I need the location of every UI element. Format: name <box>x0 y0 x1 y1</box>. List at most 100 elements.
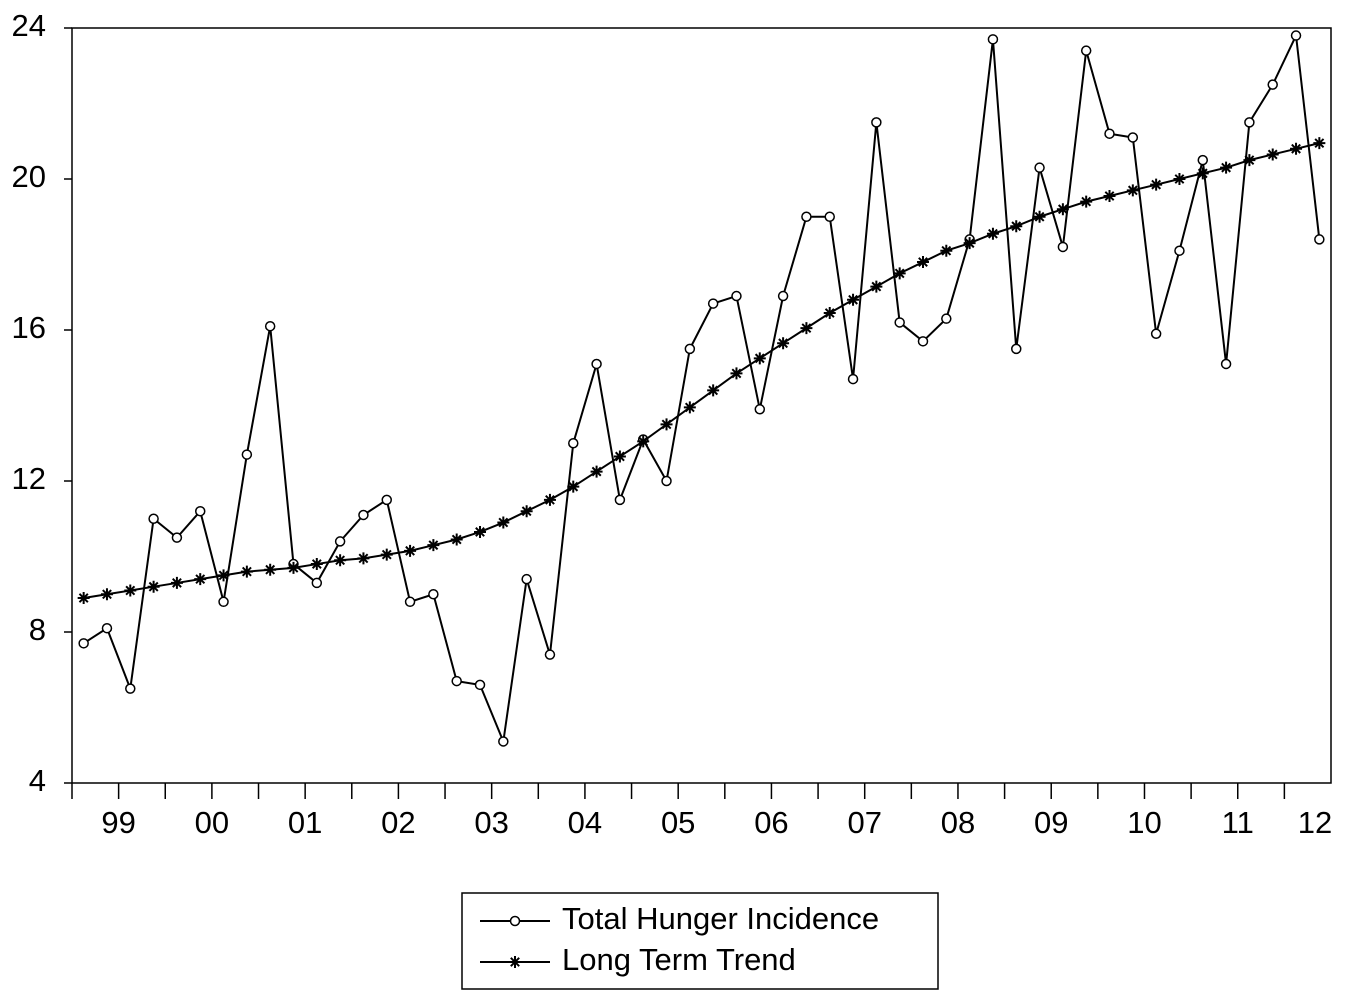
marker <box>894 317 905 328</box>
marker <box>730 367 743 380</box>
marker <box>1174 245 1185 256</box>
marker <box>1057 241 1069 253</box>
x-tick-label: 06 <box>754 805 788 840</box>
marker <box>1080 45 1092 56</box>
marker <box>963 237 976 250</box>
x-tick-label: 01 <box>288 805 322 840</box>
marker <box>1290 142 1303 155</box>
marker <box>824 211 835 222</box>
marker <box>381 494 392 506</box>
marker <box>754 404 766 415</box>
marker <box>194 505 206 517</box>
x-tick-label: 08 <box>941 805 975 840</box>
marker <box>358 509 369 521</box>
marker <box>1033 210 1046 223</box>
marker <box>380 548 393 561</box>
marker <box>1243 154 1256 167</box>
marker <box>707 298 719 309</box>
marker <box>871 117 882 128</box>
marker <box>287 561 300 574</box>
marker <box>1220 358 1232 370</box>
marker <box>1034 162 1045 173</box>
marker <box>847 293 860 306</box>
marker <box>777 290 789 302</box>
legend-entry: Total Hunger Incidence <box>480 901 879 936</box>
legend-entry: Long Term Trend <box>480 942 796 977</box>
y-tick-label: 4 <box>29 763 46 798</box>
marker <box>660 418 673 431</box>
marker <box>731 290 742 302</box>
marker <box>334 536 346 547</box>
marker <box>218 596 229 608</box>
marker <box>986 227 999 240</box>
x-tick-label: 10 <box>1127 805 1161 840</box>
marker <box>940 244 953 257</box>
marker <box>661 475 672 487</box>
x-tick-label: 02 <box>381 805 415 840</box>
series-line <box>83 142 1320 600</box>
x-tick-label: 05 <box>661 805 695 840</box>
marker <box>100 588 113 601</box>
marker <box>1150 178 1163 191</box>
marker <box>1197 154 1209 166</box>
marker <box>1010 220 1023 233</box>
x-tick-label: 07 <box>847 805 881 840</box>
marker <box>264 320 276 332</box>
plot-frame <box>71 27 1332 784</box>
marker <box>590 465 603 478</box>
marker <box>334 554 347 567</box>
marker <box>1103 189 1116 202</box>
marker <box>404 544 417 557</box>
marker <box>637 435 650 448</box>
x-tick-label: 00 <box>195 805 229 840</box>
marker <box>1056 203 1069 216</box>
marker <box>543 493 556 506</box>
marker <box>427 539 440 552</box>
marker <box>753 352 766 365</box>
marker <box>1244 117 1255 128</box>
marker <box>474 679 486 691</box>
marker <box>451 675 462 687</box>
x-tick-label: 09 <box>1034 805 1068 840</box>
marker <box>1080 195 1093 208</box>
marker <box>1314 234 1325 245</box>
marker <box>683 401 696 414</box>
marker <box>613 450 626 463</box>
marker <box>1011 343 1022 355</box>
marker <box>101 622 113 634</box>
marker <box>124 584 137 597</box>
legend-label: Long Term Trend <box>562 942 796 977</box>
marker <box>1173 173 1186 185</box>
marker <box>916 256 929 269</box>
legend-marker <box>509 915 521 927</box>
y-tick-label: 24 <box>12 8 46 43</box>
marker <box>241 449 253 460</box>
marker <box>614 494 626 506</box>
marker <box>847 373 859 385</box>
marker <box>520 505 533 518</box>
x-tick-label: 12 <box>1298 805 1332 840</box>
marker <box>357 552 370 565</box>
marker <box>1196 167 1209 180</box>
marker <box>125 683 136 694</box>
legend-label: Total Hunger Incidence <box>562 901 879 936</box>
marker <box>428 589 439 600</box>
legend-marker <box>509 956 521 968</box>
marker <box>1126 184 1139 197</box>
series <box>77 137 1326 605</box>
marker <box>1266 148 1279 161</box>
marker <box>941 313 952 324</box>
marker <box>311 577 323 589</box>
y-tick-label: 12 <box>12 461 46 496</box>
marker <box>1290 30 1302 41</box>
marker <box>684 343 696 355</box>
x-tick-label: 99 <box>101 805 135 840</box>
marker <box>521 573 532 585</box>
marker <box>78 638 89 649</box>
marker <box>170 576 183 589</box>
marker <box>240 565 253 578</box>
marker <box>987 34 999 45</box>
marker <box>591 358 602 370</box>
marker <box>217 569 230 582</box>
